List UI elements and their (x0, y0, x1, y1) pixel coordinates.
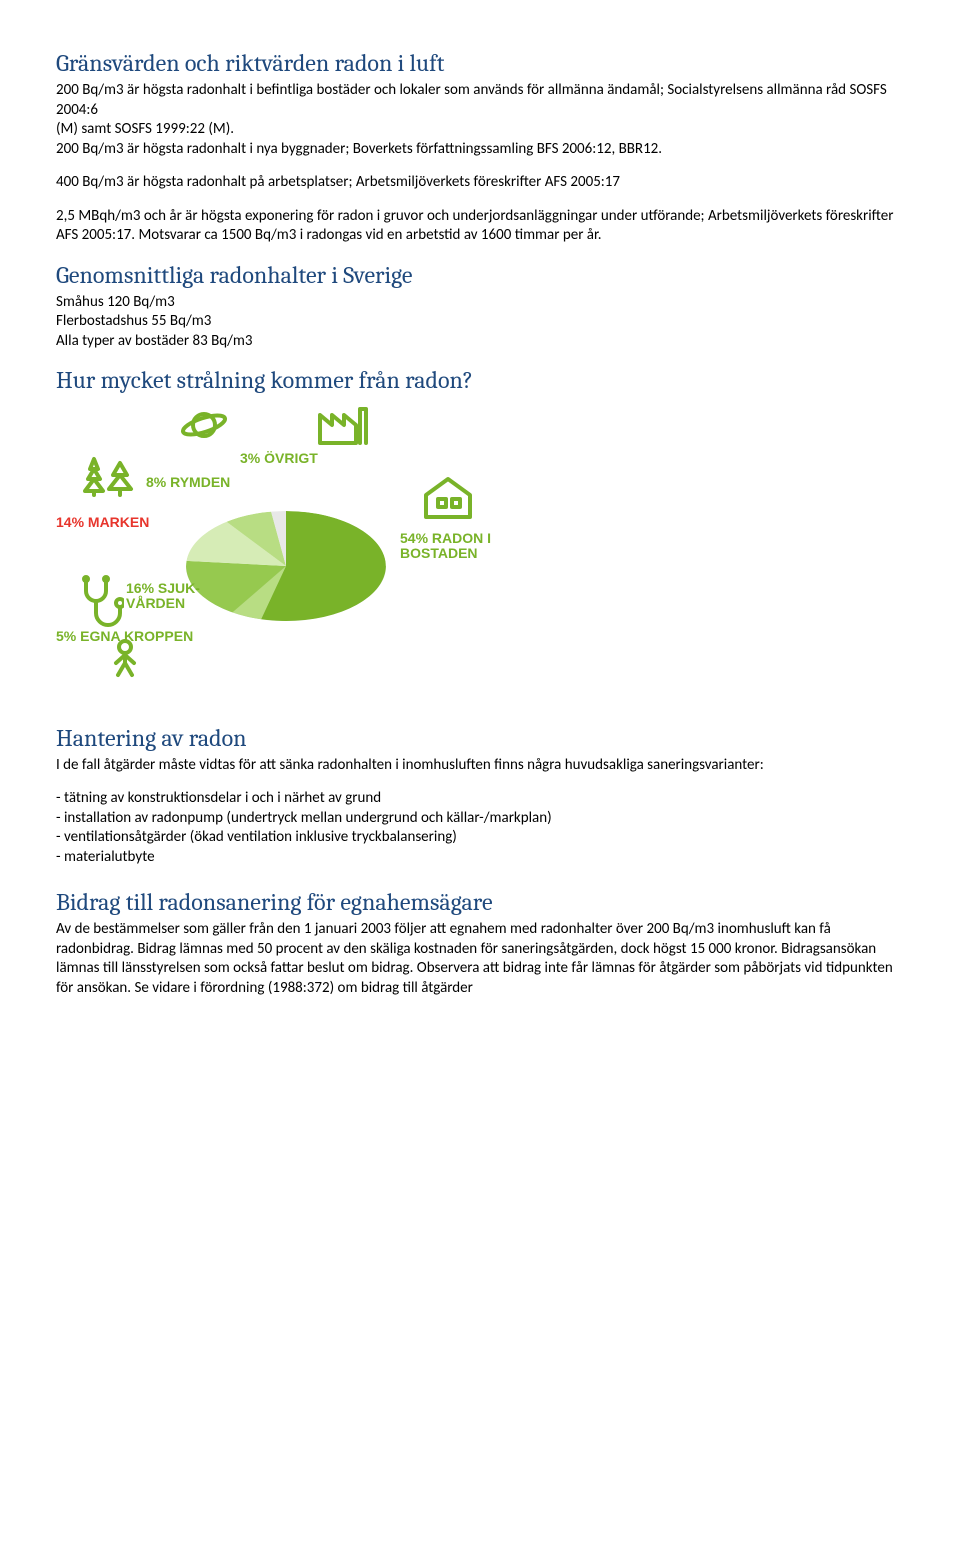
para-limits-1: 200 Bq/m3 är högsta radonhalt i befintli… (56, 81, 904, 120)
label-radon-l2: BOSTADEN (400, 545, 478, 561)
bidrag-para: Av de bestämmelser som gäller från den 1… (56, 920, 904, 998)
label-rymden: 8% RYMDEN (146, 475, 230, 490)
avg-flerbostad: Flerbostadshus 55 Bq/m3 (56, 312, 904, 332)
heading-bidrag: Bidrag till radonsanering för egnahemsäg… (56, 887, 904, 918)
label-sjuk-l1: 16% SJUK- (126, 580, 200, 596)
label-sjuk: 16% SJUK- VÅRDEN (126, 581, 200, 612)
para-limits-4: 2,5 MBqh/m3 och år är högsta exponering … (56, 207, 904, 246)
heading-limits: Gränsvärden och riktvärden radon i luft (56, 48, 904, 79)
hantering-b3: - ventilationsåtgärder (ökad ventilation… (56, 828, 904, 848)
pie-top (186, 511, 386, 621)
para-limits-1b: (M) samt SOSFS 1999:22 (M). (56, 120, 904, 140)
hantering-b1: - tätning av konstruktionsdelar i och i … (56, 789, 904, 809)
label-sjuk-l2: VÅRDEN (126, 595, 185, 611)
hantering-intro: I de fall åtgärder måste vidtas för att … (56, 756, 904, 776)
avg-alla: Alla typer av bostäder 83 Bq/m3 (56, 332, 904, 352)
heading-radiation: Hur mycket strålning kommer från radon? (56, 365, 904, 396)
heading-averages: Genomsnittliga radonhalter i Sverige (56, 260, 904, 291)
house-icon (418, 473, 478, 521)
stethoscope-icon (76, 575, 124, 631)
para-limits-3: 400 Bq/m3 är högsta radonhalt på arbetsp… (56, 173, 904, 193)
label-ovrigt: 3% ÖVRIGT (240, 451, 318, 466)
hantering-b2: - installation av radonpump (undertryck … (56, 809, 904, 829)
label-radon: 54% RADON I BOSTADEN (400, 531, 491, 562)
trees-icon (80, 451, 138, 499)
planet-icon (174, 405, 228, 445)
avg-smahus: Småhus 120 Bq/m3 (56, 293, 904, 313)
heading-hantering: Hantering av radon (56, 723, 904, 754)
label-kroppen: 5% EGNA KROPPEN (56, 629, 193, 644)
factory-icon (314, 403, 370, 447)
label-marken: 14% MARKEN (56, 515, 149, 530)
label-radon-l1: 54% RADON I (400, 530, 491, 546)
hantering-b4: - materialutbyte (56, 848, 904, 868)
radiation-pie-chart: 3% ÖVRIGT 8% RYMDEN 14% MARKEN 16% SJUK-… (56, 403, 516, 683)
person-icon (110, 639, 140, 679)
para-limits-2: 200 Bq/m3 är högsta radonhalt i nya bygg… (56, 140, 904, 160)
